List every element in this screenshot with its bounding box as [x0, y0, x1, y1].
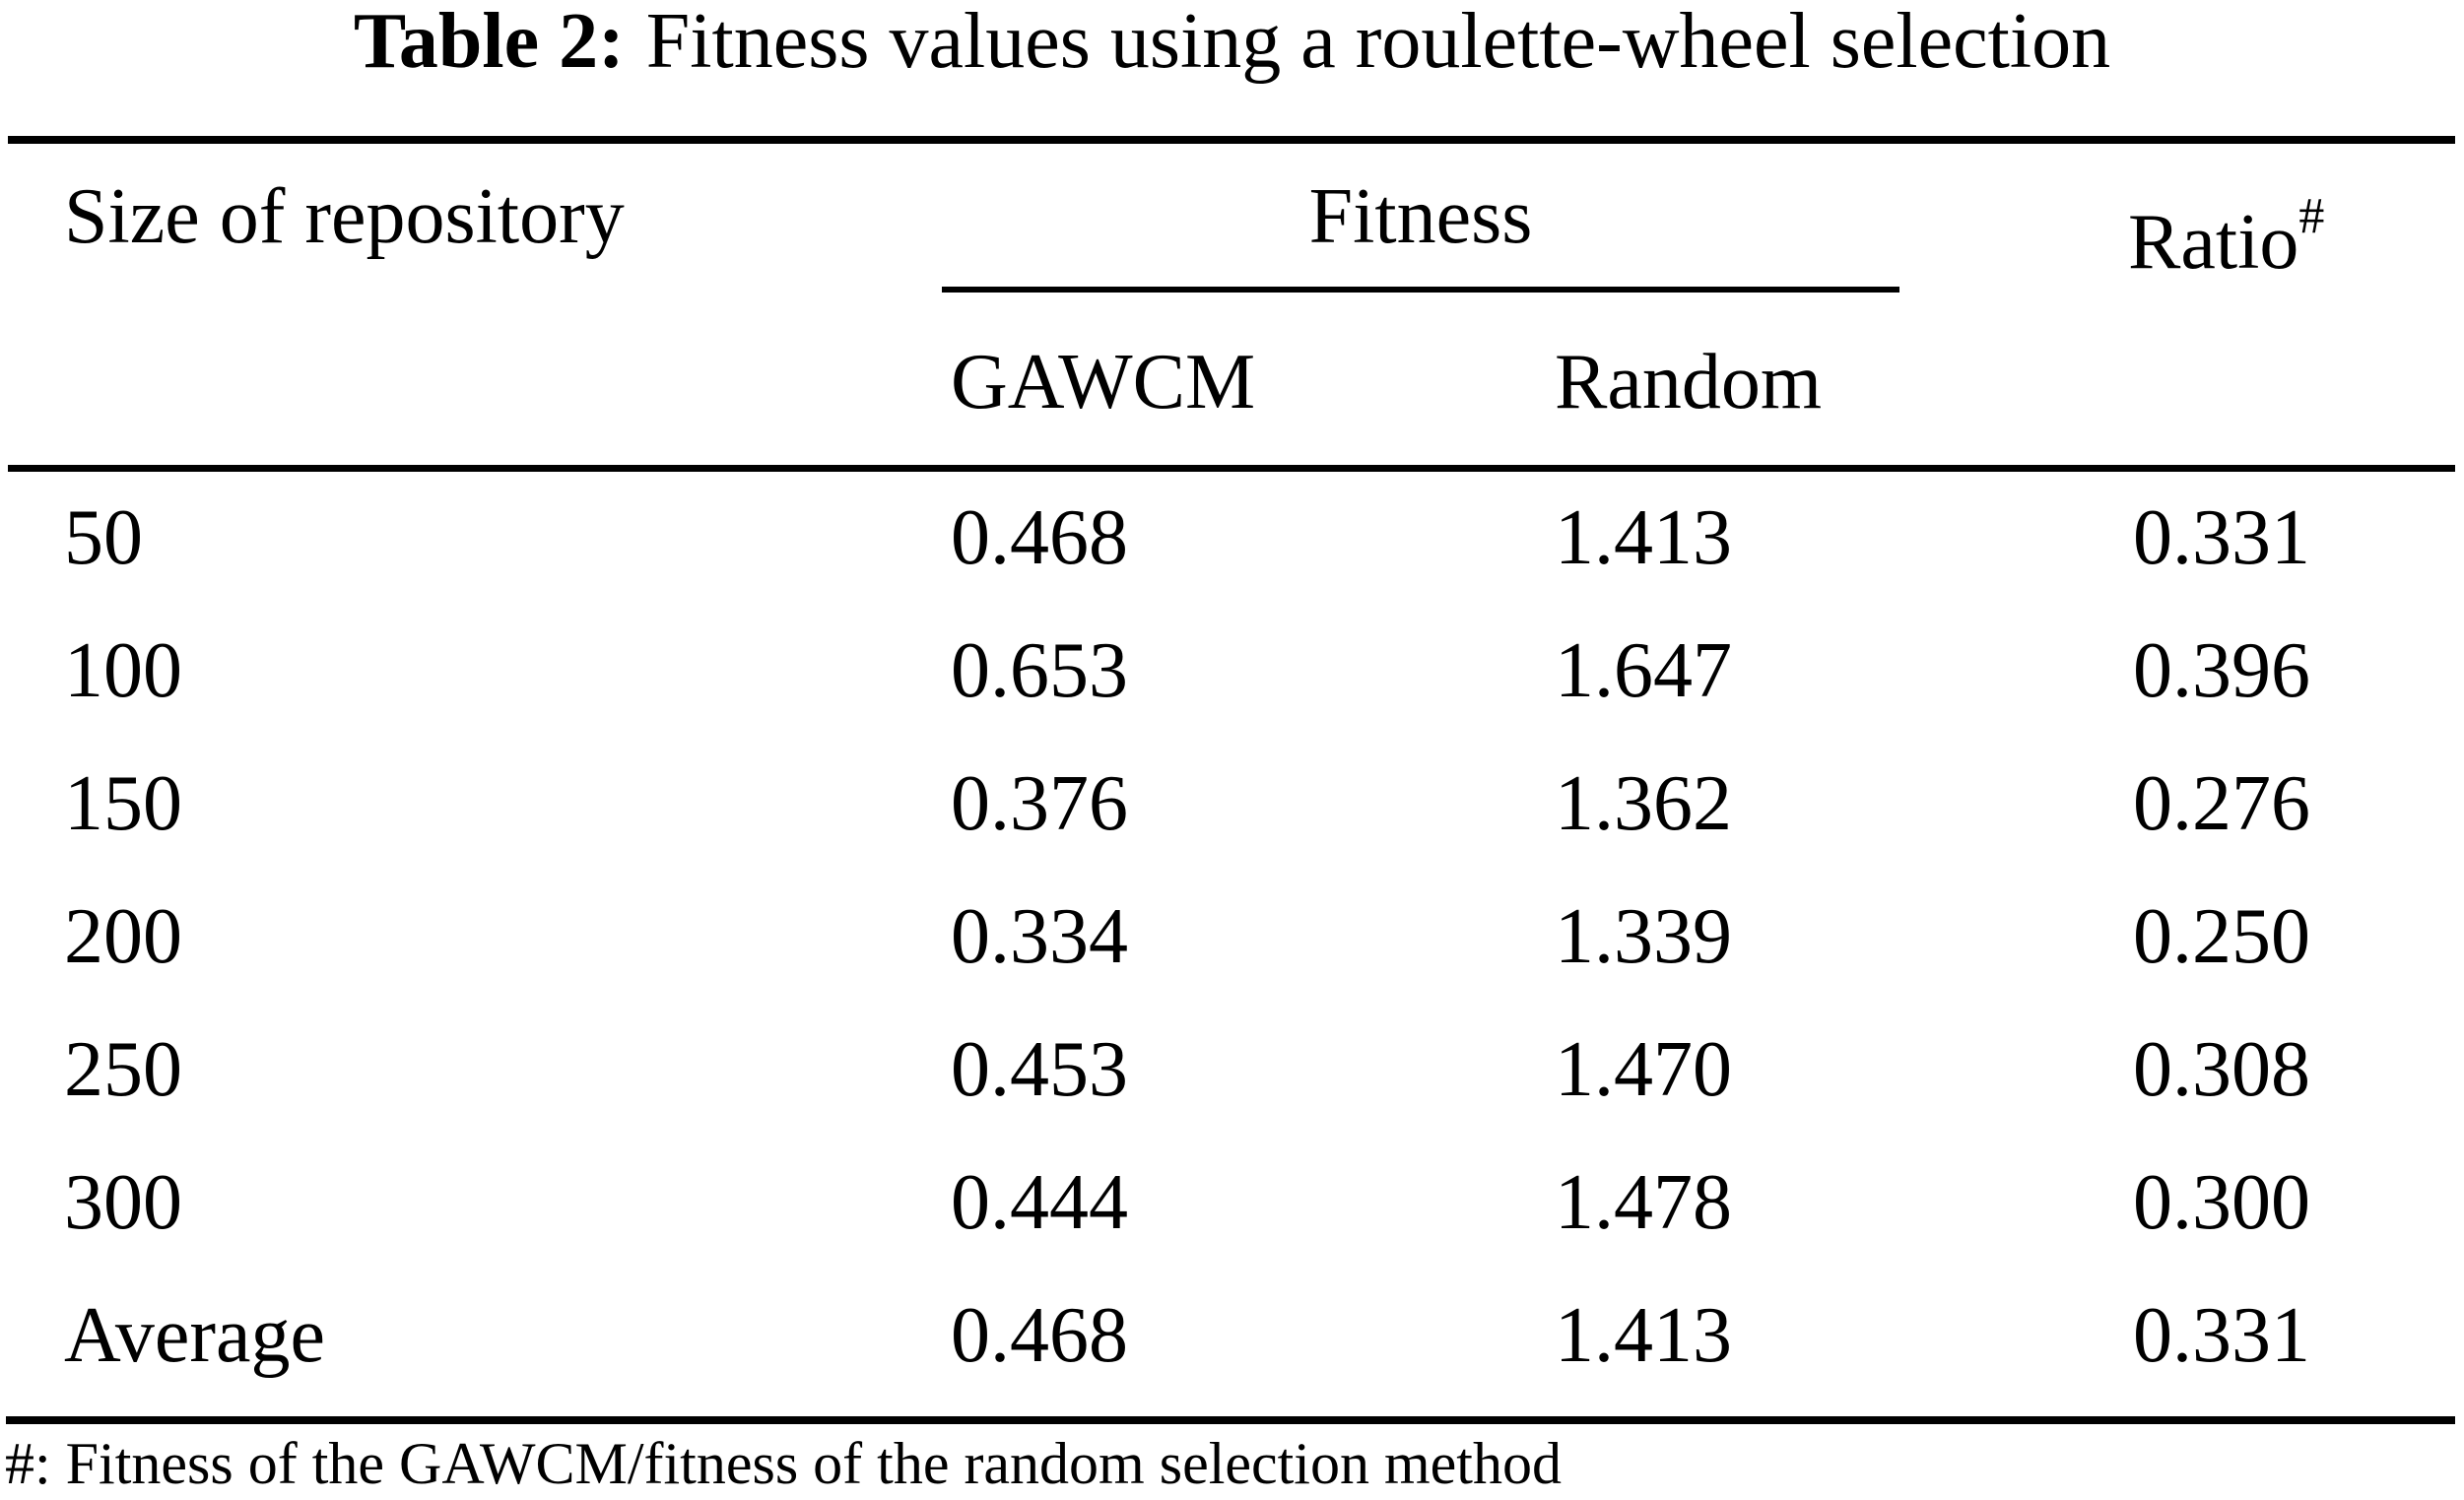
ratio-cell: 0.331 — [2133, 494, 2310, 581]
gawcm-cell: 0.444 — [951, 1159, 1128, 1246]
table-caption: Table 2: Fitness values using a roulette-… — [0, 0, 2464, 83]
table-row: 250 0.453 1.470 0.308 — [0, 1004, 2464, 1137]
column-header-fitness-spanner: Fitness — [1308, 173, 1533, 260]
table-row: 300 0.444 1.478 0.300 — [0, 1137, 2464, 1270]
ratio-cell: 0.300 — [2133, 1159, 2310, 1246]
size-cell: 200 — [64, 893, 182, 980]
random-cell: 1.339 — [1555, 893, 1732, 980]
table-row-average: Average 0.468 1.413 0.331 — [0, 1270, 2464, 1402]
table-footnote: #: Fitness of the GAWCM/fitness of the r… — [5, 1431, 1562, 1496]
random-cell: 1.362 — [1555, 760, 1732, 847]
size-cell: 100 — [64, 627, 182, 714]
table-row: 200 0.334 1.339 0.250 — [0, 871, 2464, 1004]
random-cell: 1.470 — [1555, 1026, 1732, 1113]
ratio-cell: 0.250 — [2133, 893, 2310, 980]
gawcm-cell: 0.468 — [951, 1292, 1128, 1379]
table-body: 50 0.468 1.413 0.331 100 0.653 1.647 0.3… — [0, 472, 2464, 1402]
column-header-random: Random — [1555, 339, 1823, 425]
column-header-gawcm: GAWCM — [951, 339, 1256, 425]
column-header-ratio: Ratio# — [2128, 172, 2324, 287]
ratio-cell: 0.396 — [2133, 627, 2310, 714]
top-rule — [8, 136, 2455, 144]
gawcm-cell: 0.653 — [951, 627, 1128, 714]
random-cell: 1.413 — [1555, 494, 1732, 581]
random-cell: 1.647 — [1555, 627, 1732, 714]
table-row: 100 0.653 1.647 0.396 — [0, 605, 2464, 738]
ratio-footnote-marker: # — [2298, 188, 2325, 244]
column-header-size-of-repository: Size of repository — [64, 173, 625, 260]
table-caption-text: Fitness values using a roulette-wheel se… — [645, 0, 2111, 85]
random-cell: 1.413 — [1555, 1292, 1732, 1379]
table-number-label: Table 2: — [353, 0, 625, 85]
ratio-label: Ratio — [2128, 199, 2299, 286]
size-cell: 50 — [64, 494, 143, 581]
table-row: 50 0.468 1.413 0.331 — [0, 472, 2464, 605]
gawcm-cell: 0.334 — [951, 893, 1128, 980]
size-cell: 300 — [64, 1159, 182, 1246]
gawcm-cell: 0.453 — [951, 1026, 1128, 1113]
bottom-rule — [6, 1416, 2455, 1424]
fitness-spanner-underline — [942, 287, 1899, 293]
random-cell: 1.478 — [1555, 1159, 1732, 1246]
gawcm-cell: 0.376 — [951, 760, 1128, 847]
size-cell: 250 — [64, 1026, 182, 1113]
gawcm-cell: 0.468 — [951, 494, 1128, 581]
ratio-cell: 0.308 — [2133, 1026, 2310, 1113]
header-body-rule — [8, 465, 2455, 472]
ratio-cell: 0.331 — [2133, 1292, 2310, 1379]
ratio-cell: 0.276 — [2133, 760, 2310, 847]
table-row: 150 0.376 1.362 0.276 — [0, 738, 2464, 871]
size-cell: 150 — [64, 760, 182, 847]
size-cell: Average — [64, 1292, 325, 1379]
